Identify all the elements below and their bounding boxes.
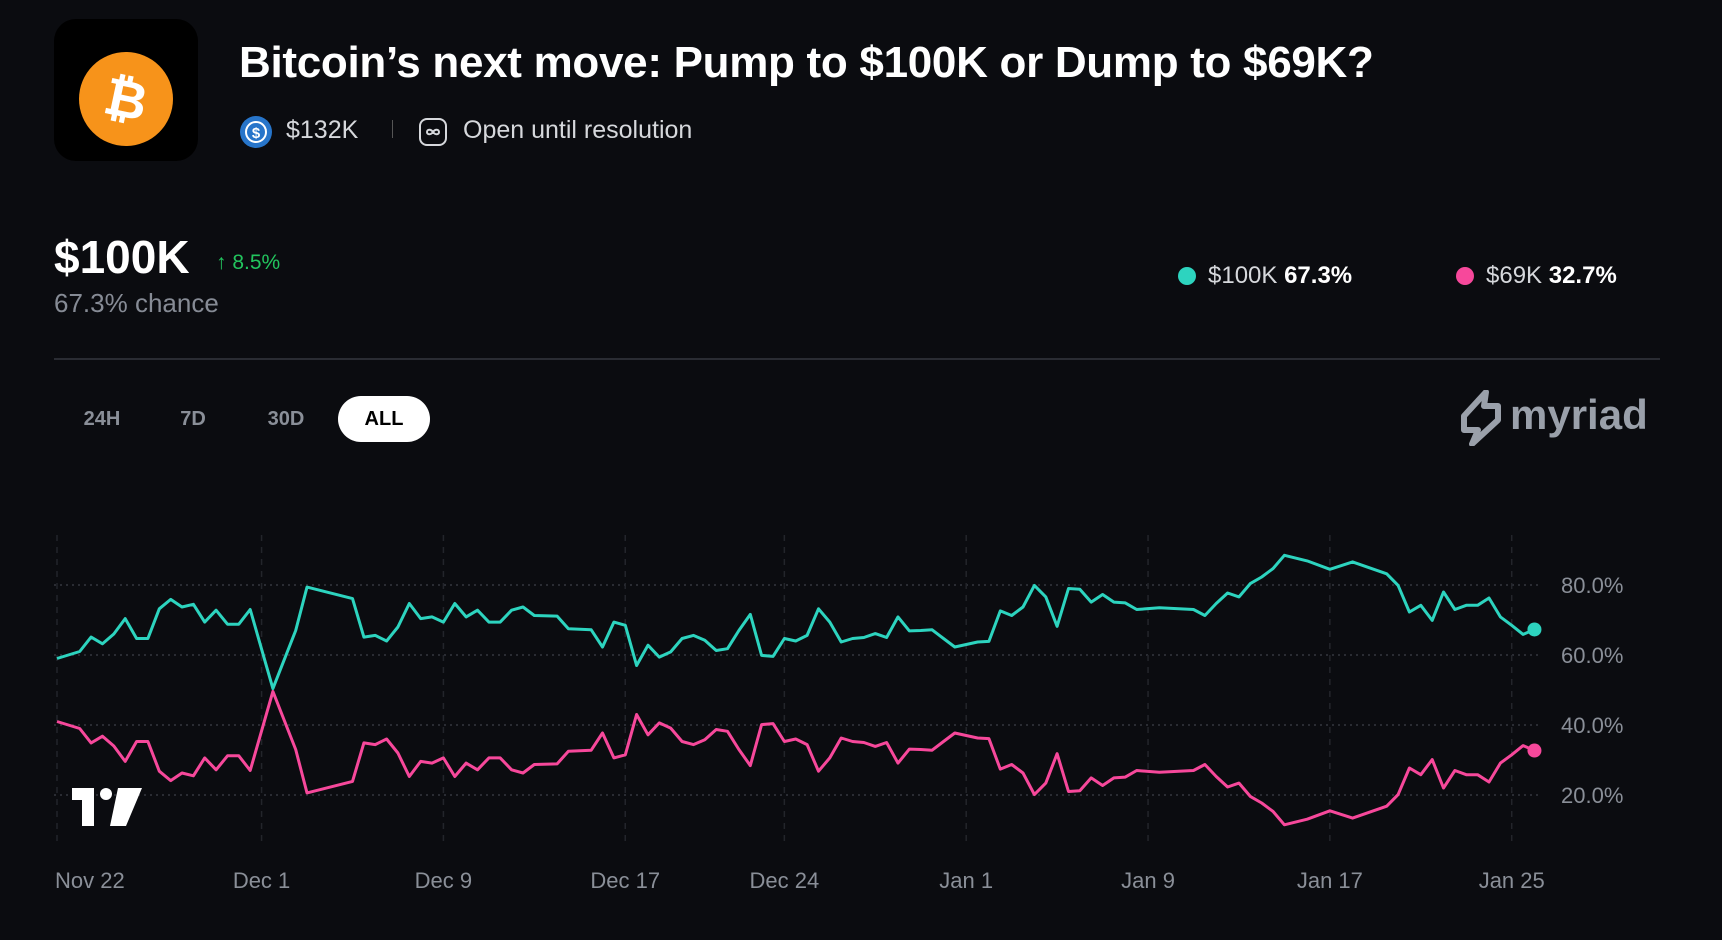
usdc-coin-icon: $ (240, 116, 272, 148)
y-tick-label: 60.0% (1561, 643, 1623, 668)
teal-dot-icon (1178, 267, 1196, 285)
x-tick-label: Nov 22 (55, 868, 125, 893)
legend-value: 32.7% (1548, 262, 1617, 289)
legend-label: $100K (1208, 262, 1278, 289)
pink-dot-icon (1456, 267, 1474, 285)
tab-all[interactable]: ALL (338, 396, 430, 442)
y-tick-label: 80.0% (1561, 573, 1623, 598)
myriad-logo: myriad (1458, 390, 1648, 446)
x-tick-label: Jan 17 (1297, 868, 1363, 893)
tab-30d[interactable]: 30D (267, 408, 305, 430)
brand-name: myriad (1510, 391, 1648, 438)
selected-outcome: $100K (54, 231, 190, 283)
series-endpoint (1527, 622, 1542, 637)
x-tick-label: Jan 25 (1479, 868, 1545, 893)
x-tick-label: Dec 1 (233, 868, 290, 893)
market-icon-box: ₿ (54, 19, 198, 161)
volume-value: $132K (286, 116, 359, 144)
probability-chart[interactable]: 20.0% 40.0% 60.0% 80.0% Nov 22 Dec 1 Dec 9 Dec… (0, 520, 1722, 920)
tradingview-logo-icon (72, 788, 142, 826)
myriad-bolt-icon (1461, 390, 1501, 446)
section-divider (54, 358, 1660, 360)
legend-value: 67.3% (1284, 262, 1353, 289)
legend-item-69k[interactable]: $69K 32.7% (1456, 262, 1617, 290)
tab-7d[interactable]: 7D (180, 408, 206, 430)
series-line-1 (56, 689, 1536, 827)
y-tick-label: 20.0% (1561, 783, 1623, 808)
tab-24h[interactable]: 24H (83, 408, 121, 430)
y-tick-label: 40.0% (1561, 713, 1623, 738)
series-line-0 (56, 553, 1536, 691)
legend-item-100k[interactable]: $100K 67.3% (1178, 262, 1352, 290)
divider (392, 120, 393, 138)
bitcoin-logo-icon: ₿ (79, 52, 173, 146)
series-endpoint (1527, 743, 1542, 758)
resolution-status: Open until resolution (463, 116, 693, 144)
x-tick-label: Dec 17 (590, 868, 660, 893)
svg-text:$: $ (252, 125, 261, 142)
x-tick-label: Dec 24 (750, 868, 820, 893)
price-change: ↑ 8.5% (216, 251, 281, 274)
x-tick-label: Jan 9 (1121, 868, 1175, 893)
outcome-chance: 67.3% chance (54, 288, 219, 318)
market-title: Bitcoin’s next move: Pump to $100K or Du… (239, 38, 1374, 87)
x-tick-label: Jan 1 (939, 868, 993, 893)
legend-label: $69K (1486, 262, 1543, 289)
x-tick-label: Dec 9 (415, 868, 472, 893)
infinity-icon (419, 118, 447, 146)
